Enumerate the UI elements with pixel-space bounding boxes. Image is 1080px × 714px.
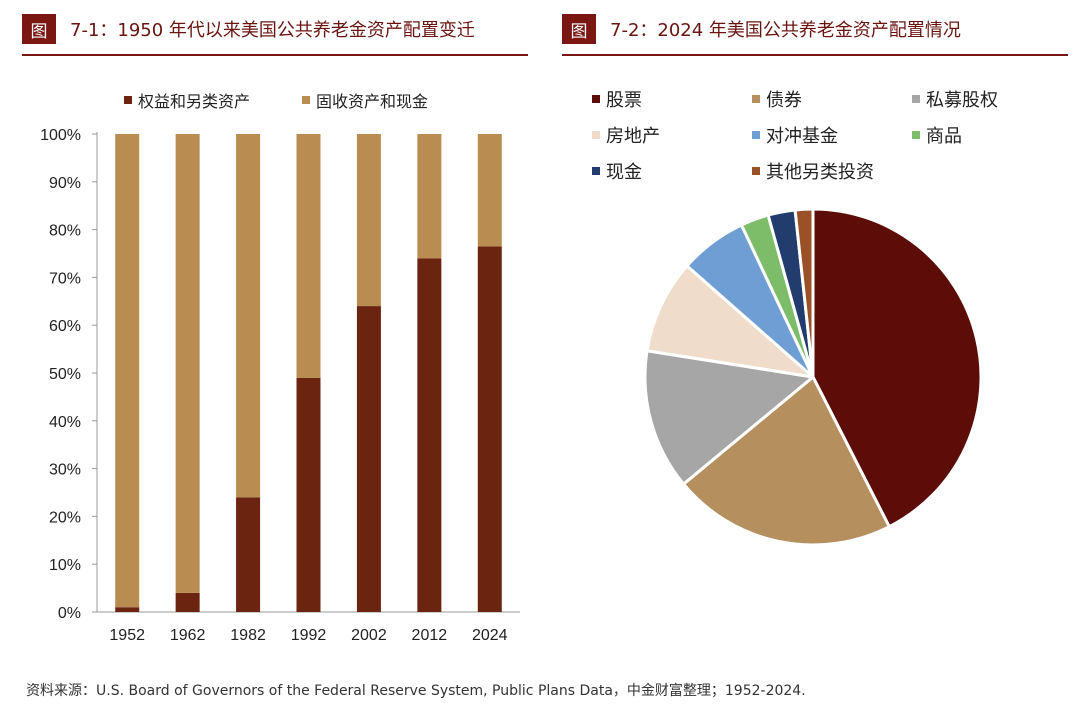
- legend-item: 权益和另类资产: [124, 88, 250, 112]
- legend-label: 房地产: [606, 126, 660, 147]
- y-tick-label: 60%: [49, 318, 81, 335]
- bar-equity-alternatives: [417, 258, 442, 612]
- pie-slice: [793, 207, 815, 379]
- figure-7-1-header: 图 7-1：1950 年代以来美国公共养老金资产配置变迁: [22, 14, 528, 44]
- y-tick-label: 20%: [49, 509, 81, 526]
- y-tick-label: 0%: [58, 605, 81, 622]
- legend-item: 固收资产和现金: [302, 88, 428, 112]
- y-tick-label: 80%: [49, 223, 81, 240]
- legend-item: 债券: [752, 86, 912, 112]
- legend-label: 固收资产和现金: [316, 92, 429, 111]
- pie-slice: [811, 207, 983, 529]
- legend-swatch: [912, 131, 920, 139]
- legend-swatch: [592, 131, 600, 139]
- legend-label: 权益和另类资产: [138, 92, 251, 111]
- y-tick-label: 10%: [49, 557, 81, 574]
- legend-swatch: [752, 167, 760, 175]
- y-tick-label: 40%: [49, 414, 81, 431]
- x-tick-label: 1992: [291, 627, 327, 644]
- bar-chart-legend: 权益和另类资产 固收资产和现金: [124, 88, 428, 112]
- legend-swatch-equity: [124, 96, 132, 104]
- bar-equity-alternatives: [175, 592, 200, 612]
- legend-swatch: [592, 95, 600, 103]
- bar-fixed-income-cash: [356, 134, 381, 307]
- legend-swatch: [752, 95, 760, 103]
- bar-equity-alternatives: [296, 377, 321, 612]
- y-tick-label: 90%: [49, 175, 81, 192]
- legend-label: 商品: [926, 126, 962, 147]
- bar-equity-alternatives: [115, 607, 140, 612]
- legend-item: 现金: [592, 158, 752, 184]
- bar-fixed-income-cash: [236, 134, 261, 498]
- legend-item: 房地产: [592, 122, 752, 148]
- legend-swatch: [592, 167, 600, 175]
- legend-item: 对冲基金: [752, 122, 912, 148]
- y-tick-label: 100%: [40, 127, 81, 144]
- figure-7-2-title: 7-2：2024 年美国公共养老金资产配置情况: [610, 20, 961, 41]
- legend-item: 私募股权: [912, 86, 1062, 112]
- pie-slice: [682, 375, 891, 547]
- bar-fixed-income-cash: [296, 134, 321, 378]
- y-tick-label: 50%: [49, 366, 81, 383]
- x-tick-label: 2012: [412, 627, 448, 644]
- bar-fixed-income-cash: [175, 134, 200, 593]
- bar-equity-alternatives: [356, 306, 381, 612]
- x-tick-label: 1982: [230, 627, 266, 644]
- figure-7-2-header: 图 7-2：2024 年美国公共养老金资产配置情况: [562, 14, 1068, 44]
- x-tick-label: 2002: [351, 627, 387, 644]
- bar-equity-alternatives: [236, 497, 261, 612]
- legend-swatch-fixed-income: [302, 96, 311, 104]
- x-tick-label: 2024: [472, 627, 508, 644]
- legend-item: 其他另类投资: [752, 158, 912, 184]
- x-tick-label: 1952: [109, 627, 145, 644]
- legend-label: 股票: [606, 90, 642, 111]
- divider: [22, 54, 528, 56]
- source-footnote: 资料来源：U.S. Board of Governors of the Fede…: [26, 683, 806, 699]
- legend-label: 对冲基金: [766, 126, 838, 147]
- legend-label: 其他另类投资: [766, 162, 874, 183]
- figure-tag: 图: [22, 14, 56, 44]
- x-tick-label: 1962: [170, 627, 206, 644]
- legend-label: 债券: [766, 90, 802, 111]
- pie-slice: [645, 264, 815, 379]
- y-tick-label: 70%: [49, 270, 81, 287]
- y-tick-label: 30%: [49, 462, 81, 479]
- figure-tag: 图: [562, 14, 596, 44]
- figure-7-1-title: 7-1：1950 年代以来美国公共养老金资产配置变迁: [70, 20, 475, 41]
- bar-fixed-income-cash: [417, 134, 442, 259]
- bar-equity-alternatives: [477, 246, 502, 612]
- legend-label: 现金: [606, 162, 642, 183]
- divider: [562, 54, 1068, 56]
- legend-swatch: [912, 95, 920, 103]
- bar-fixed-income-cash: [115, 134, 140, 608]
- bar-fixed-income-cash: [477, 134, 502, 247]
- legend-swatch: [752, 131, 760, 139]
- pie-chart-legend: 股票 债券 私募股权 房地产 对冲基金 商品 现金 其他另类投资: [592, 86, 1062, 184]
- legend-label: 私募股权: [926, 90, 998, 111]
- legend-item: 商品: [912, 122, 1062, 148]
- legend-item: 股票: [592, 86, 752, 112]
- pie-slice: [643, 349, 815, 486]
